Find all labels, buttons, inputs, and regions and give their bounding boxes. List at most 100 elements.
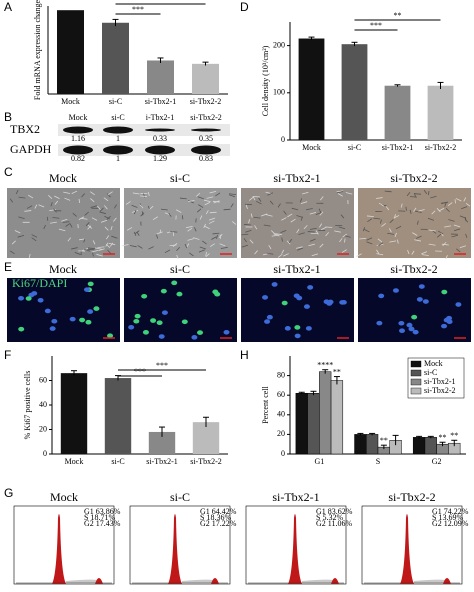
cell-texture [64, 197, 71, 201]
cell-texture [366, 237, 373, 241]
s-region [66, 579, 97, 584]
cell-texture [71, 190, 78, 195]
cell-texture [125, 201, 131, 205]
cell-texture [106, 193, 111, 198]
cell-texture [441, 243, 449, 246]
cell-texture [34, 204, 38, 209]
nucleus [418, 284, 425, 289]
cell-texture [385, 206, 390, 211]
cell-texture [205, 251, 208, 256]
cell-texture [359, 238, 367, 240]
cell-texture [253, 216, 261, 219]
cell-texture [296, 246, 303, 249]
y-tick-label: 100 [273, 88, 285, 97]
cell-texture [204, 201, 211, 206]
cell-texture [148, 246, 154, 250]
cell-texture [318, 208, 322, 213]
cell-texture [298, 232, 305, 235]
cell-texture [377, 238, 383, 243]
nucleus [134, 313, 141, 319]
panel-header: si-Tbx2-2 [390, 262, 437, 276]
blot-column: Mock [69, 113, 88, 122]
nucleus [51, 318, 58, 324]
cell-texture [342, 233, 347, 238]
cell-texture [271, 230, 276, 235]
cell-texture [176, 246, 180, 252]
cell-texture [411, 250, 415, 255]
blot-row-label: GAPDH [10, 142, 52, 156]
g2-peak [331, 578, 339, 584]
cell-texture [137, 245, 143, 249]
cell-texture [336, 190, 344, 194]
cell-texture [152, 216, 158, 221]
cell-texture [266, 214, 273, 217]
micrograph [7, 188, 120, 258]
cycle-stat: S 5.32% [316, 513, 343, 522]
error-bar [357, 432, 364, 436]
cell-texture [412, 232, 418, 236]
bar [60, 373, 88, 454]
panel-header: si-Tbx2-1 [272, 490, 319, 504]
cell-texture [54, 195, 60, 199]
nucleus [49, 326, 56, 331]
nucleus [455, 302, 462, 307]
nucleus [281, 300, 288, 306]
cell-texture [58, 228, 66, 232]
blot-band [191, 145, 221, 155]
cell-texture [197, 196, 204, 200]
cell-texture [38, 204, 45, 208]
cell-texture [428, 243, 436, 246]
cell-texture [241, 244, 249, 248]
bar [341, 44, 368, 140]
cell-texture [131, 204, 138, 208]
cell-texture [456, 248, 461, 253]
cell-texture [310, 227, 317, 230]
nucleus [294, 325, 301, 330]
fluorescence-image [241, 278, 354, 342]
cell-texture [149, 205, 154, 210]
nucleus [85, 319, 92, 325]
cell-texture [181, 215, 184, 220]
nucleus [133, 318, 140, 324]
error-bar [369, 432, 376, 436]
cell-texture [175, 209, 182, 213]
s-region [182, 579, 213, 584]
panel-letter: C [4, 165, 13, 179]
g1-peak [168, 514, 182, 584]
x-tick-label: si-C [348, 143, 361, 152]
x-tick-label: si-Tbx2-2 [190, 457, 222, 466]
cell-texture [71, 247, 78, 250]
nucleus [411, 314, 418, 320]
fluorescence-image [7, 278, 120, 342]
error-bar [112, 18, 119, 27]
blot-value: 0.35 [199, 134, 213, 143]
y-tick-label: 20 [39, 424, 47, 433]
cell-texture [339, 238, 343, 243]
nucleus [37, 297, 44, 303]
nucleus [181, 319, 188, 325]
cell-texture [421, 251, 428, 255]
bar [424, 437, 437, 455]
cell-texture [139, 204, 144, 209]
cell-texture [341, 249, 347, 253]
cell-texture [176, 254, 179, 260]
error-bar [310, 390, 317, 396]
cell-texture [275, 233, 282, 236]
cell-texture [465, 203, 471, 207]
cell-texture [160, 208, 168, 211]
y-tick-label: 200 [273, 40, 285, 49]
cell-texture [205, 253, 210, 258]
cell-texture [206, 196, 214, 199]
cell-texture [15, 189, 19, 195]
cell-texture [319, 243, 324, 248]
cell-texture [132, 192, 140, 195]
cell-texture [302, 191, 309, 195]
cell-texture [11, 240, 16, 245]
cell-texture [334, 230, 341, 233]
cell-texture [407, 249, 410, 255]
cell-texture [212, 232, 220, 235]
cell-texture [87, 247, 95, 250]
y-tick-label: 0 [281, 449, 285, 458]
cycle-stat: G1 83.62% [316, 507, 353, 516]
cycle-stat: G2 11.06% [316, 519, 352, 528]
